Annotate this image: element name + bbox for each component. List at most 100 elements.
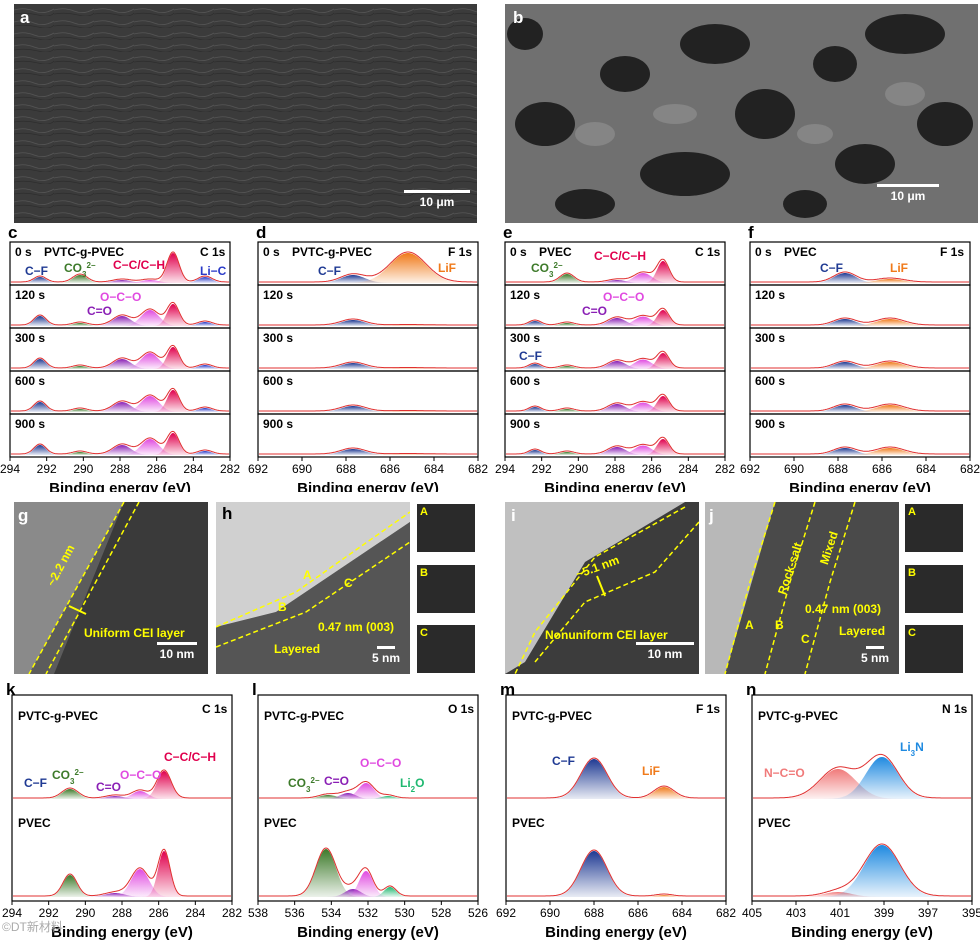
x-tick-label: 688 bbox=[828, 462, 848, 476]
fit-envelope bbox=[506, 307, 724, 326]
scale-bar-j: 5 nm bbox=[855, 646, 895, 665]
sample-bottom-m: PVEC bbox=[512, 816, 545, 830]
peak-label-oco: O−C−O bbox=[360, 756, 401, 770]
x-axis-label-f: Binding energy (eV) bbox=[789, 480, 931, 492]
depth-time-label: 0 s bbox=[510, 245, 527, 259]
fit-peak-co3 bbox=[259, 795, 477, 799]
peak-label-cf: C−F bbox=[318, 264, 341, 278]
dspacing-h: 0.47 nm (003) bbox=[318, 620, 395, 634]
depth-profile-xps-row: c 0 s 120 s 300 s 600 s 900 s C 1s PVTC-g-PVEC 2… bbox=[0, 223, 980, 492]
x-tick-label: 294 bbox=[0, 462, 20, 476]
fit-envelope bbox=[13, 848, 231, 897]
x-tick-label: 292 bbox=[532, 462, 552, 476]
panel-letter-d: d bbox=[256, 223, 266, 242]
fit-envelope bbox=[11, 387, 229, 412]
peak-label-cf: C−F bbox=[552, 754, 575, 768]
peak-label-c-o: C=O bbox=[87, 304, 112, 318]
dspacing-j: 0.47 nm (003) bbox=[805, 602, 882, 616]
x-tick-label: 292 bbox=[37, 462, 57, 476]
fit-envelope bbox=[506, 258, 724, 283]
fit-peak-cc bbox=[506, 353, 724, 369]
depth-time-label: 600 s bbox=[755, 374, 785, 388]
sample-label-d: PVTC-g-PVEC bbox=[292, 245, 372, 259]
panel-letter-f: f bbox=[748, 223, 754, 242]
fit-peak-c_o bbox=[506, 361, 724, 369]
fit-peak-cf bbox=[751, 405, 969, 412]
fit-peak-co3 bbox=[506, 366, 724, 369]
fft-j-a: A bbox=[905, 504, 963, 552]
fit-envelope bbox=[751, 360, 969, 369]
fft-j-c: C bbox=[905, 625, 963, 673]
peak-label-cf: C−F bbox=[519, 349, 542, 363]
fit-envelope bbox=[259, 361, 477, 369]
xps-depth-panel-e: e 0 s 120 s 300 s 600 s 900 s C 1s PVEC 294 292 29… bbox=[495, 223, 735, 492]
fit-peak-cf bbox=[259, 320, 477, 326]
x-tick-label: 286 bbox=[147, 462, 167, 476]
fit-peak-oco bbox=[259, 783, 477, 799]
x-tick-label: 692 bbox=[740, 462, 760, 476]
x-tick-label: 692 bbox=[496, 906, 516, 920]
xps-panel-m: m PVTC-g-PVEC F 1s PVEC 692 690 688 686 684 682 Bi… bbox=[496, 680, 736, 941]
x-tick-label: 532 bbox=[358, 906, 378, 920]
fit-peak-cc bbox=[506, 310, 724, 326]
x-tick-label: 688 bbox=[584, 906, 604, 920]
x-tick-label: 290 bbox=[75, 906, 95, 920]
depth-subframe bbox=[749, 413, 971, 458]
peak-label-oco: O−C−O bbox=[100, 290, 141, 304]
fit-envelope bbox=[751, 271, 969, 283]
panel-letter-l: l bbox=[252, 680, 257, 699]
sample-top-l: PVTC-g-PVEC bbox=[264, 709, 344, 723]
x-tick-label: 286 bbox=[642, 462, 662, 476]
core-level-label-e: C 1s bbox=[695, 245, 721, 259]
x-tick-label: 682 bbox=[468, 462, 488, 476]
fit-peak-cc bbox=[506, 396, 724, 412]
depth-time-label: 300 s bbox=[510, 331, 540, 345]
x-tick-label: 526 bbox=[468, 906, 488, 920]
fit-peak-c_o bbox=[506, 404, 724, 412]
x-tick-label: 401 bbox=[830, 906, 850, 920]
xps-panel-l: l PVTC-g-PVEC O 1s PVEC 538 536 534 532 530 528 52… bbox=[248, 680, 488, 941]
xps-depth-panel-d: d 0 s 120 s 300 s 600 s 900 s F 1s PVTC-g-PVEC 6… bbox=[248, 223, 488, 492]
x-tick-label: 282 bbox=[222, 906, 242, 920]
x-tick-label: 690 bbox=[540, 906, 560, 920]
fft-j-b: B bbox=[905, 565, 963, 613]
x-axis-label-e: Binding energy (eV) bbox=[544, 480, 686, 492]
x-axis-label-k: Binding energy (eV) bbox=[51, 924, 193, 941]
depth-time-label: 900 s bbox=[15, 417, 45, 431]
depth-time-label: 120 s bbox=[263, 288, 293, 302]
x-tick-label: 682 bbox=[716, 906, 736, 920]
fit-peak-cf bbox=[259, 406, 477, 412]
x-axis-label-c: Binding energy (eV) bbox=[49, 480, 191, 492]
fit-peak-c_o bbox=[506, 318, 724, 326]
sample-bottom-l: PVEC bbox=[264, 816, 297, 830]
sample-label-f: PVEC bbox=[784, 245, 817, 259]
fit-envelope bbox=[13, 769, 231, 799]
peak-label-oco: O−C−O bbox=[120, 768, 161, 782]
x-tick-label: 284 bbox=[183, 462, 203, 476]
fit-peak-lic bbox=[11, 277, 229, 283]
x-tick-label: 528 bbox=[431, 906, 451, 920]
fit-peak-c_o bbox=[11, 280, 229, 283]
fit-peak-lif bbox=[507, 895, 725, 897]
panel-letter-k: k bbox=[6, 680, 16, 699]
depth-time-label: 900 s bbox=[510, 417, 540, 431]
fit-peak-co3 bbox=[13, 875, 231, 897]
x-tick-label: 690 bbox=[292, 462, 312, 476]
fit-peak-cf bbox=[507, 759, 725, 799]
xps-depth-panel-f: f0 s 120 s 300 s 600 s 900 s F 1s PVEC 692 690 68… bbox=[740, 223, 980, 492]
fit-peak-c_o bbox=[11, 402, 229, 412]
depth-time-label: 600 s bbox=[15, 374, 45, 388]
fit-envelope bbox=[506, 393, 724, 412]
sample-label-e: PVEC bbox=[539, 245, 572, 259]
fit-peak-li3n bbox=[753, 757, 971, 799]
region-a-h: A bbox=[303, 568, 312, 582]
fit-peak-cf bbox=[259, 363, 477, 369]
x-tick-label: 684 bbox=[672, 906, 692, 920]
panel-letter-n: n bbox=[746, 680, 756, 699]
peak-label-c-o: C=O bbox=[582, 304, 607, 318]
fit-peak-lic bbox=[11, 451, 229, 455]
plot-frame bbox=[505, 694, 727, 902]
tem-image-g: g ~2.2 nm Uniform CEI layer 10 nm bbox=[14, 502, 208, 674]
core-level-label-f: F 1s bbox=[940, 245, 964, 259]
fit-envelope bbox=[11, 251, 229, 283]
